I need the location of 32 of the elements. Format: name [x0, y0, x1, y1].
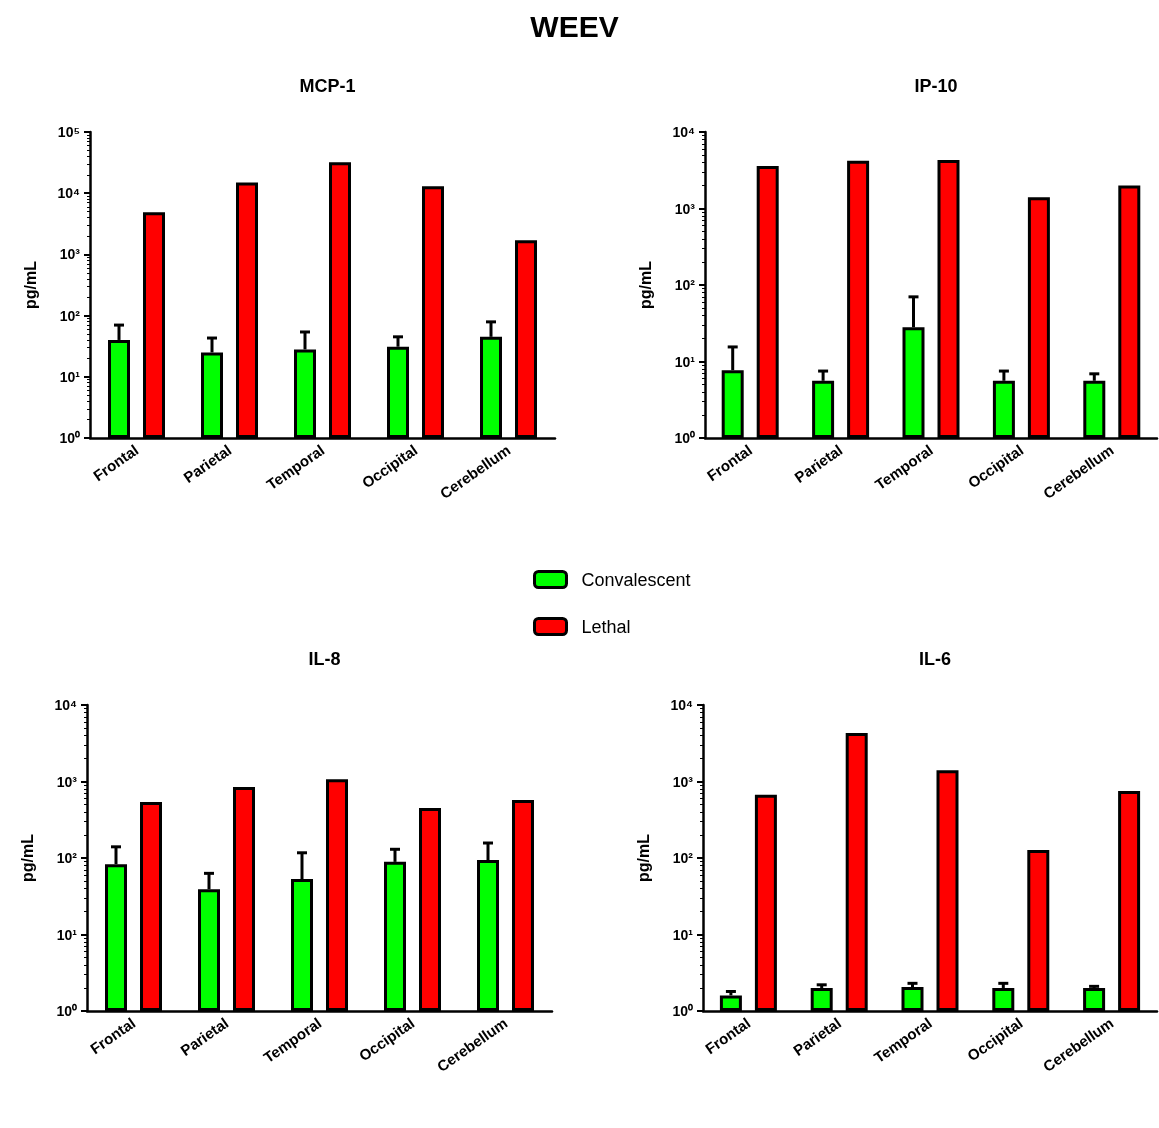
y-tick-label: 10¹: [56, 926, 78, 943]
y-tick-label: 10³: [59, 246, 81, 263]
y-axis-title: pg/mL: [18, 833, 36, 882]
y-tick-label: 10⁰: [56, 1003, 77, 1019]
chart-title: IL-6: [918, 649, 952, 669]
y-tick-label: 10⁴: [672, 124, 696, 140]
y-tick-label: 10⁴: [57, 185, 81, 202]
y-tick-label: 10³: [672, 773, 694, 790]
y-tick-label: 10¹: [59, 368, 81, 385]
y-tick-label: 10⁴: [670, 697, 694, 713]
text: WEEV: [530, 9, 619, 43]
y-tick-label: 10⁵: [57, 124, 80, 140]
y-axis-title: pg/mL: [634, 833, 652, 882]
y-tick-label: 10¹: [674, 353, 696, 370]
chart-title: MCP-1: [299, 76, 356, 96]
chart-title: IP-10: [914, 76, 958, 96]
y-axis-title: pg/mL: [21, 260, 39, 309]
legend-label: Lethal: [581, 616, 631, 637]
y-axis-title: pg/mL: [636, 260, 654, 309]
y-tick-label: 10³: [674, 200, 696, 217]
y-tick-label: 10²: [672, 850, 694, 866]
y-tick-label: 10²: [674, 277, 696, 293]
y-tick-label: 10⁰: [672, 1003, 693, 1019]
legend-label: Convalescent: [581, 569, 691, 590]
y-tick-label: 10⁴: [54, 697, 78, 713]
y-tick-label: 10²: [59, 307, 81, 324]
y-tick-label: 10⁰: [59, 430, 80, 446]
y-tick-label: 10⁰: [674, 430, 695, 446]
chart-title: IL-8: [308, 649, 341, 669]
y-tick-label: 10¹: [672, 926, 694, 943]
y-tick-label: 10²: [56, 850, 78, 866]
y-tick-label: 10³: [56, 773, 78, 790]
